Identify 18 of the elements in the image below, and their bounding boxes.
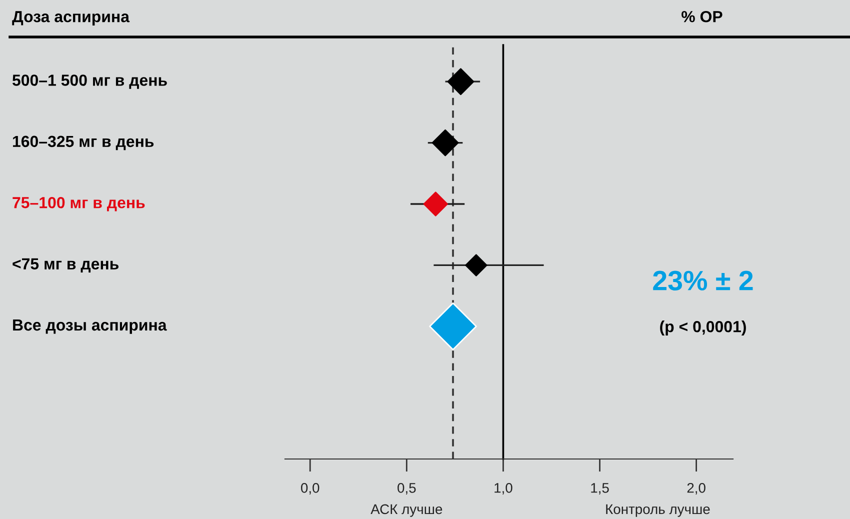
x-tick-label: 0,0	[300, 482, 320, 494]
x-tick-label: 0,5	[398, 482, 416, 494]
annotation: (p < 0,0001)	[660, 320, 746, 336]
y-tick-label: 160–325 мг в день	[13, 136, 154, 150]
y-tick-label: 75–100 мг в день	[12, 196, 145, 212]
y-tick-label: <75 мг в день	[12, 258, 119, 273]
annotation: 23% ± 2	[653, 270, 753, 290]
point	[447, 68, 474, 96]
x-tick-label: 1,5	[591, 483, 609, 494]
text: АСК лучше	[370, 504, 442, 517]
y-tick-label: 500–1 500 мг в день	[12, 74, 167, 89]
x-tick-label: 1,0	[494, 482, 512, 494]
x-tick-label: 2,0	[687, 482, 706, 494]
point	[432, 129, 459, 156]
text: % ОР	[682, 10, 722, 22]
y-axis-title: Доза аспирина	[12, 11, 130, 26]
text: Контроль лучше	[606, 504, 710, 517]
y-tick-label: Все дозы аспирина	[13, 320, 167, 334]
